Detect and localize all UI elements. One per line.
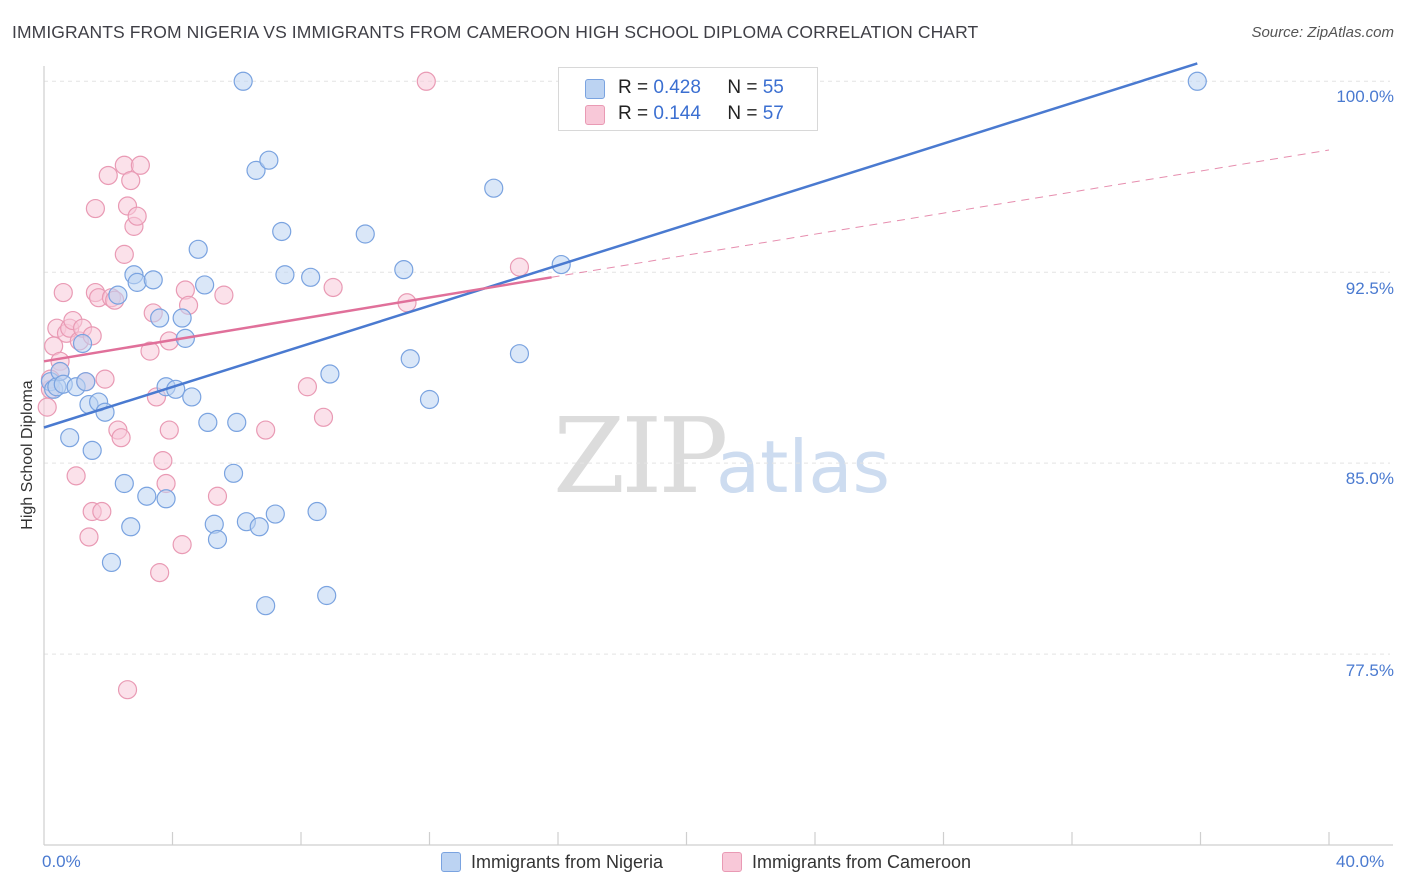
trend-line-nigeria — [43, 62, 1198, 429]
legend-n-value: 55 — [762, 77, 784, 98]
y-tick-label: 92.5% — [1345, 279, 1394, 298]
data-point-nigeria — [394, 260, 414, 280]
data-point-cameroon — [130, 155, 150, 175]
data-point-nigeria — [156, 489, 176, 509]
data-point-nigeria — [101, 552, 122, 573]
data-point-nigeria — [76, 372, 96, 392]
legend-n-value: 57 — [762, 103, 784, 124]
data-point-nigeria — [207, 529, 228, 550]
data-point-cameroon — [323, 277, 343, 298]
data-point-nigeria — [400, 349, 420, 369]
legend-swatch-nigeria — [585, 79, 605, 99]
bottom-legend-cameroon: Immigrants from Cameroon — [722, 852, 971, 873]
data-point-cameroon — [153, 450, 173, 471]
data-point-cameroon — [140, 341, 160, 361]
data-point-cameroon — [117, 680, 138, 700]
data-point-nigeria — [172, 308, 192, 328]
y-tick-label: 100.0% — [1336, 87, 1394, 106]
y-tick-label: 85.0% — [1345, 469, 1394, 488]
data-point-nigeria — [259, 150, 279, 170]
data-point-cameroon — [256, 420, 276, 440]
y-tick-label: 77.5% — [1345, 661, 1394, 680]
legend-swatch-cameroon — [585, 105, 605, 125]
data-point-nigeria — [127, 272, 147, 292]
data-point-nigeria — [317, 585, 337, 606]
data-point-cameroon — [98, 165, 118, 186]
legend-r-value: 0.144 — [653, 103, 701, 124]
data-point-nigeria — [233, 71, 253, 91]
data-point-cameroon — [207, 486, 228, 506]
trend-line-cameroon — [43, 276, 552, 363]
legend-r-label: R = — [618, 77, 649, 98]
bottom-legend-nigeria: Immigrants from Nigeria — [441, 852, 663, 873]
chart-source: Source: ZipAtlas.com — [1251, 24, 1394, 41]
data-point-cameroon — [313, 407, 334, 427]
data-point-nigeria — [1187, 71, 1207, 91]
data-point-cameroon — [79, 527, 99, 547]
legend-n-label: N = — [727, 103, 758, 124]
data-point-nigeria — [195, 275, 215, 295]
data-point-nigeria — [114, 473, 134, 494]
legend-r-label: R = — [618, 103, 649, 124]
data-point-cameroon — [121, 170, 141, 191]
data-point-nigeria — [256, 596, 276, 616]
data-point-nigeria — [307, 501, 327, 522]
data-point-cameroon — [53, 282, 73, 303]
data-point-nigeria — [82, 440, 102, 461]
data-point-nigeria — [272, 221, 292, 242]
bottom-legend-label-nigeria: Immigrants from Nigeria — [471, 852, 664, 872]
data-point-cameroon — [150, 563, 170, 583]
data-point-nigeria — [275, 265, 295, 285]
data-point-nigeria — [143, 270, 163, 290]
data-point-nigeria — [198, 412, 218, 433]
legend-n-label: N = — [727, 77, 758, 98]
data-point-cameroon — [509, 257, 530, 277]
data-point-nigeria — [227, 412, 247, 433]
data-point-cameroon — [416, 71, 436, 91]
data-point-nigeria — [249, 517, 269, 537]
stats-legend: R = 0.428 N = 55 R = 0.144 N = 57 — [558, 67, 818, 131]
watermark-atlas: atlas — [716, 425, 890, 509]
data-point-cameroon — [111, 428, 131, 448]
data-point-nigeria — [246, 160, 266, 180]
trend-line-cameroon-extension — [551, 149, 1330, 278]
data-point-cameroon — [214, 285, 234, 305]
data-point-nigeria — [72, 333, 93, 354]
legend-r-value: 0.428 — [653, 77, 701, 98]
data-point-nigeria — [301, 267, 321, 287]
data-point-nigeria — [60, 428, 80, 448]
data-point-nigeria — [355, 224, 375, 244]
bottom-legend-swatch-cameroon — [722, 852, 742, 872]
data-point-cameroon — [127, 206, 147, 226]
data-point-nigeria — [484, 178, 504, 198]
data-point-nigeria — [150, 308, 170, 328]
data-point-nigeria — [188, 239, 208, 259]
data-point-nigeria — [223, 463, 244, 483]
data-point-cameroon — [95, 369, 115, 389]
data-point-nigeria — [137, 486, 157, 506]
data-point-cameroon — [172, 535, 192, 555]
data-point-cameroon — [85, 198, 106, 219]
data-point-cameroon — [159, 420, 179, 440]
data-point-nigeria — [182, 387, 202, 407]
chart-title: IMMIGRANTS FROM NIGERIA VS IMMIGRANTS FR… — [12, 22, 979, 42]
bottom-legend-label-cameroon: Immigrants from Cameroon — [752, 852, 972, 872]
data-point-cameroon — [114, 244, 134, 264]
data-point-nigeria — [108, 285, 128, 305]
bottom-legend-swatch-nigeria — [441, 852, 461, 872]
data-point-nigeria — [265, 504, 285, 524]
x-tick-label: 40.0% — [1336, 852, 1385, 871]
data-point-cameroon — [297, 377, 318, 397]
data-point-nigeria — [320, 364, 340, 384]
data-point-cameroon — [66, 466, 86, 486]
data-point-cameroon — [37, 397, 57, 417]
data-point-cameroon — [92, 501, 112, 522]
data-point-nigeria — [419, 389, 440, 410]
x-tick-label: 0.0% — [42, 852, 81, 871]
data-point-nigeria — [121, 517, 141, 537]
watermark-zip: ZIP — [553, 395, 728, 517]
data-point-nigeria — [509, 344, 530, 364]
